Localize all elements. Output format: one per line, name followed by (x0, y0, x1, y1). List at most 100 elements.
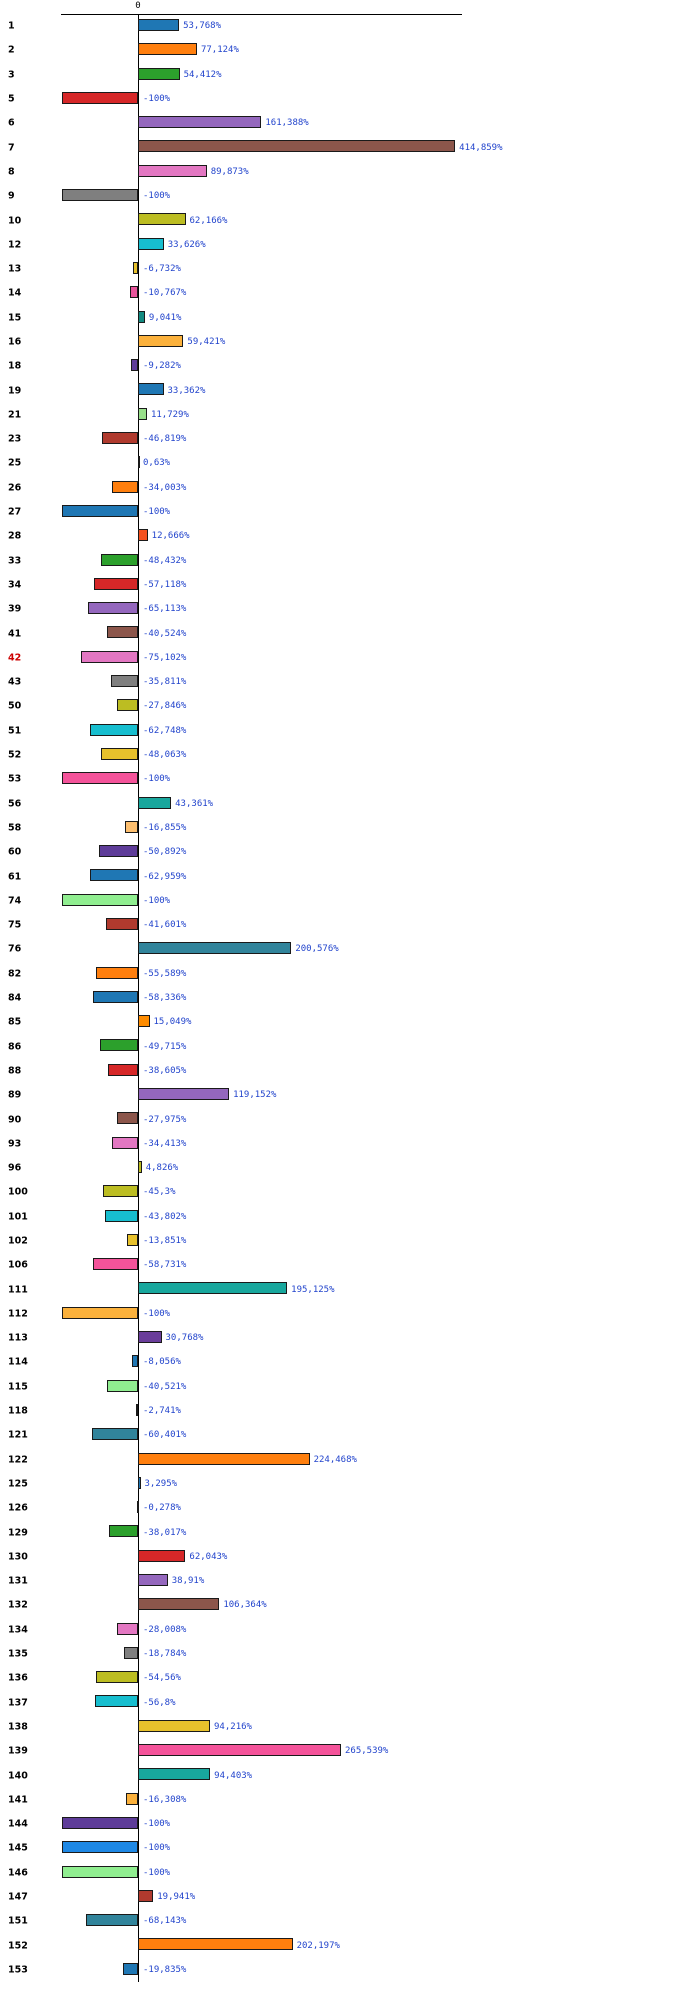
bar (138, 1719, 211, 1732)
bar (123, 1646, 138, 1659)
value-label: -40,521% (143, 1381, 187, 1392)
category-label: 101 (8, 1211, 28, 1223)
category-label: 152 (8, 1940, 28, 1952)
bar (127, 1233, 138, 1246)
category-label: 2 (8, 44, 15, 56)
bar-row: 60 -50,892% (0, 840, 700, 864)
bar (61, 1816, 138, 1829)
bar (61, 504, 138, 517)
category-label: 114 (8, 1356, 28, 1368)
category-label: 89 (8, 1089, 22, 1101)
bar-row: 53 -100% (0, 767, 700, 791)
value-label: -68,143% (143, 1916, 187, 1927)
bar (138, 19, 180, 31)
bar (131, 1355, 138, 1368)
bar (130, 359, 138, 372)
category-label: 6 (8, 117, 15, 129)
bar-row: 26 -34,003% (0, 476, 700, 500)
category-label: 52 (8, 749, 22, 761)
value-label: -65,113% (143, 604, 187, 615)
category-label: 145 (8, 1842, 28, 1854)
bar-row: 129 -38,017% (0, 1520, 700, 1544)
value-label: 62,166% (189, 215, 228, 226)
bar-row: 14 -10,767% (0, 281, 700, 305)
bar-row: 8 89,873% (0, 160, 700, 184)
bar (138, 1088, 230, 1101)
bar-row: 90 -27,975% (0, 1107, 700, 1131)
bar-row: 56 43,361% (0, 792, 700, 816)
bar-row: 28 12,666% (0, 524, 700, 548)
bar-row: 74 -100% (0, 889, 700, 913)
value-label: -40,524% (143, 628, 187, 639)
category-label: 129 (8, 1527, 28, 1539)
bar-row: 39 -65,113% (0, 597, 700, 621)
bar (138, 529, 148, 542)
bar-row: 112 -100% (0, 1302, 700, 1326)
bar-row: 121 -60,401% (0, 1423, 700, 1447)
category-label: 18 (8, 360, 22, 372)
bar (138, 1889, 154, 1902)
value-label: 89,873% (210, 166, 249, 177)
value-label: -41,601% (143, 920, 187, 931)
bar-row: 61 -62,959% (0, 864, 700, 888)
value-label: 53,768% (183, 21, 222, 32)
bar (116, 699, 138, 712)
bar (138, 456, 140, 469)
category-label: 76 (8, 943, 22, 955)
bar-row: 16 59,421% (0, 330, 700, 354)
value-label: -48,063% (143, 750, 187, 761)
bar-row: 34 -57,118% (0, 573, 700, 597)
bar-row: 141 -16,308% (0, 1788, 700, 1812)
bar (138, 67, 180, 80)
bar (90, 723, 138, 736)
bar (138, 164, 207, 177)
category-label: 100 (8, 1186, 28, 1198)
bar (138, 383, 164, 396)
bar-row: 2 77,124% (0, 38, 700, 62)
value-label: 106,364% (223, 1600, 267, 1611)
bar (138, 116, 262, 129)
category-label: 146 (8, 1867, 28, 1879)
value-label: -100% (143, 774, 171, 785)
value-label: -100% (143, 1843, 171, 1854)
value-label: -6,732% (143, 264, 181, 275)
value-label: -58,731% (143, 1260, 187, 1271)
bar-row: 7 414,859% (0, 135, 700, 159)
bar-row: 135 -18,784% (0, 1642, 700, 1666)
value-label: 33,362% (167, 385, 206, 396)
category-label: 88 (8, 1065, 22, 1077)
bar-row: 13 -6,732% (0, 257, 700, 281)
category-label: 85 (8, 1016, 22, 1028)
bar-row: 15 9,041% (0, 306, 700, 330)
bar (96, 1671, 138, 1684)
bar-row: 25 0,63% (0, 451, 700, 475)
category-label: 41 (8, 628, 22, 640)
bar-row: 140 94,403% (0, 1763, 700, 1787)
bar (132, 261, 138, 274)
category-label: 13 (8, 263, 22, 275)
category-label: 147 (8, 1891, 28, 1903)
bar (99, 1039, 138, 1052)
category-label: 90 (8, 1114, 22, 1125)
category-label: 15 (8, 312, 22, 324)
value-label: -100% (143, 1867, 171, 1878)
bar-row: 84 -58,336% (0, 986, 700, 1010)
bar (91, 1428, 138, 1441)
bar (101, 747, 138, 760)
category-label: 5 (8, 93, 15, 105)
value-label: -38,605% (143, 1065, 187, 1076)
category-label: 28 (8, 530, 22, 542)
category-label: 102 (8, 1235, 28, 1247)
value-label: 15,049% (153, 1017, 192, 1028)
bar (138, 140, 456, 153)
value-label: -75,102% (143, 652, 187, 663)
bar-row: 76 200,576% (0, 937, 700, 961)
value-label: 12,666% (151, 531, 190, 542)
bar-row: 139 265,539% (0, 1739, 700, 1763)
category-label: 12 (8, 239, 22, 251)
value-label: 54,412% (183, 69, 222, 80)
category-label: 106 (8, 1259, 28, 1271)
bar (104, 1209, 138, 1222)
bar (61, 189, 138, 202)
value-label: 4,826% (145, 1163, 179, 1174)
